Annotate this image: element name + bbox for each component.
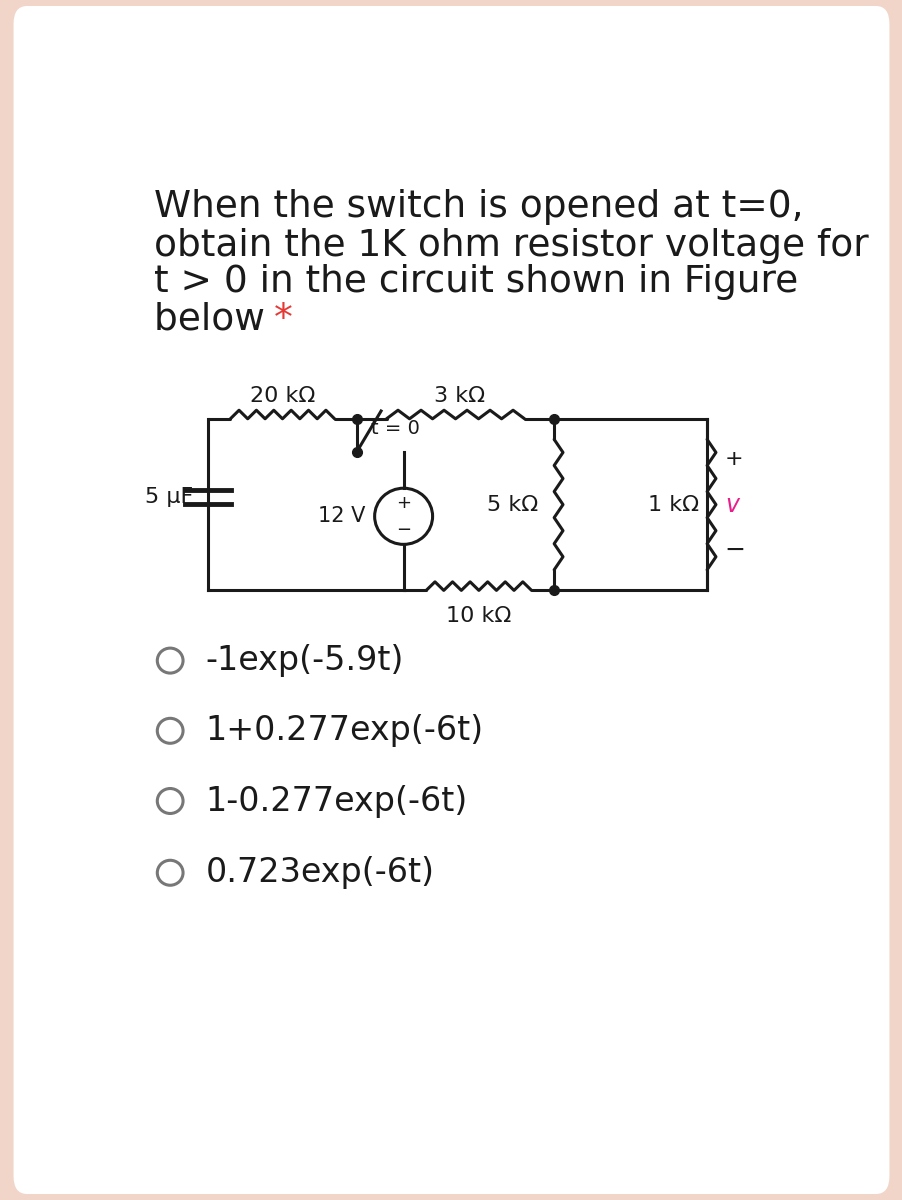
Text: −: − [396,521,410,539]
FancyBboxPatch shape [14,6,888,1194]
Text: −: − [724,538,745,562]
Text: 3 kΩ: 3 kΩ [434,386,484,407]
Text: 5 kΩ: 5 kΩ [486,494,538,515]
Text: v: v [724,492,738,516]
Text: t = 0: t = 0 [371,419,419,438]
Text: +: + [396,494,410,512]
Text: t > 0 in the circuit shown in Figure: t > 0 in the circuit shown in Figure [154,264,797,300]
Text: 1 kΩ: 1 kΩ [648,494,698,515]
Text: When the switch is opened at t=0,: When the switch is opened at t=0, [154,188,803,224]
Text: obtain the 1K ohm resistor voltage for: obtain the 1K ohm resistor voltage for [154,228,868,264]
Text: -1exp(-5.9t): -1exp(-5.9t) [206,644,403,677]
Text: 1+0.277exp(-6t): 1+0.277exp(-6t) [206,714,483,748]
Text: 20 kΩ: 20 kΩ [250,386,315,407]
Text: below: below [154,302,277,338]
Text: +: + [724,449,742,469]
Text: 1-0.277exp(-6t): 1-0.277exp(-6t) [206,785,467,817]
Text: 5 μF: 5 μF [145,487,193,506]
Text: *: * [273,302,292,338]
Text: 12 V: 12 V [318,506,364,527]
Text: 10 kΩ: 10 kΩ [446,606,511,626]
Text: 0.723exp(-6t): 0.723exp(-6t) [206,857,434,889]
